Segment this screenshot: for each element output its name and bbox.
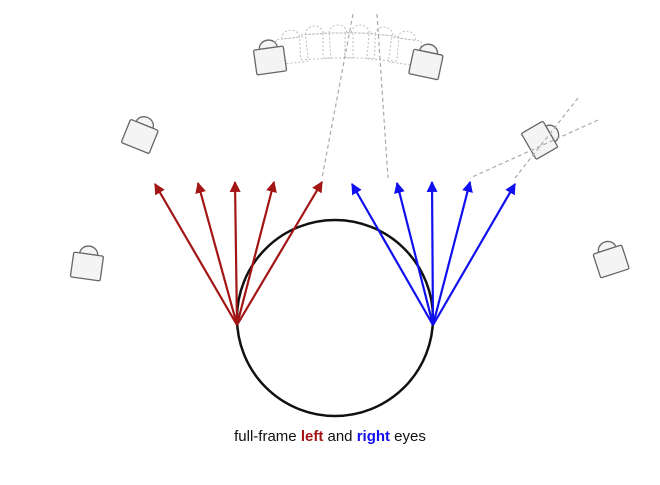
viewing-circle <box>235 218 435 418</box>
ray-arrow <box>195 181 239 326</box>
ray-arrow <box>235 180 277 326</box>
camera-ghost-icon <box>366 26 400 62</box>
camera-icon <box>408 43 444 81</box>
ray-arrow <box>432 183 516 326</box>
camera-ghost-icon <box>344 24 376 59</box>
ghost-camera-group <box>275 24 422 67</box>
caption: full-frame left and right eyes <box>0 428 660 445</box>
ray-arrow <box>426 180 438 326</box>
dashed-guide-line <box>321 13 354 179</box>
left-eye-ray-fan <box>154 180 323 326</box>
camera-group <box>69 39 630 282</box>
ray-arrow <box>431 180 473 326</box>
camera-icon <box>253 39 288 76</box>
ray-arrow <box>229 180 241 326</box>
dashed-guide-line <box>514 97 579 179</box>
ray-arrow <box>154 183 238 326</box>
camera-ghost-icon <box>322 24 354 59</box>
ray-arrow <box>394 181 435 326</box>
caption-middle: and <box>323 428 357 445</box>
ray-arrow <box>236 181 323 326</box>
camera-icon <box>592 240 630 279</box>
camera-icon <box>121 116 159 154</box>
right-eye-ray-fan <box>351 180 516 326</box>
dashed-guide-line <box>376 13 389 179</box>
ray-arrow <box>351 183 434 326</box>
dashed-guide-line <box>469 119 599 179</box>
dashed-guide-lines <box>321 13 599 179</box>
camera-ghost-icon <box>298 25 332 61</box>
caption-right-word: right <box>356 428 391 445</box>
caption-suffix: eyes <box>390 428 426 445</box>
caption-left-word: left <box>300 428 324 445</box>
caption-prefix: full-frame <box>234 428 301 445</box>
camera-icon <box>69 245 104 282</box>
